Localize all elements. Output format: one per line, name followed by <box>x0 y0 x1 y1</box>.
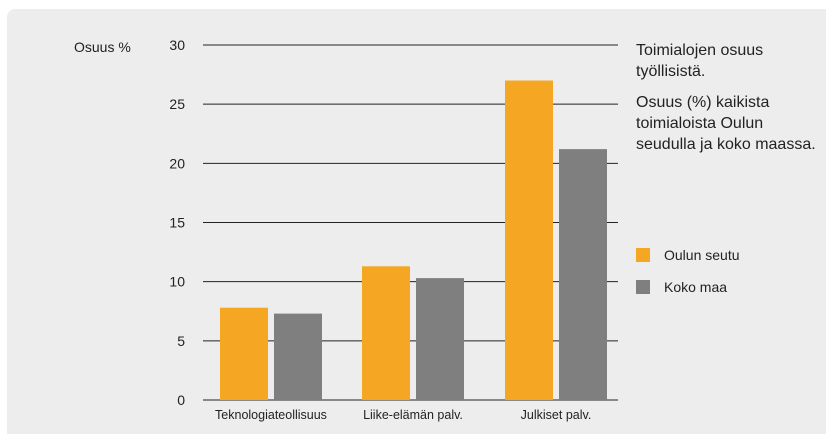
y-tick-label: 0 <box>177 392 185 408</box>
y-tick-label: 10 <box>169 274 185 290</box>
legend-label-oulun-seutu: Oulun seutu <box>664 247 740 263</box>
legend-label-koko-maa: Koko maa <box>664 279 728 295</box>
y-tick-label: 5 <box>177 333 185 349</box>
legend-item-oulun-seutu: Oulun seutu <box>636 246 740 264</box>
legend-swatch-oulun-seutu <box>636 248 650 262</box>
y-tick-label: 25 <box>169 96 185 112</box>
category-label: Liike-elämän palv. <box>363 408 463 422</box>
y-tick-label: 20 <box>169 155 185 171</box>
legend-item-koko-maa: Koko maa <box>636 278 740 296</box>
bar-koko-maa <box>559 149 607 400</box>
chart-subtitle: Osuus (%) kaikista toimialoista Oulun se… <box>636 94 816 153</box>
y-tick-label: 15 <box>169 215 185 231</box>
y-axis-label: Osuus % <box>74 39 131 55</box>
bar-oulun-seutu <box>505 80 553 400</box>
chart-title: Toimialojen osuus työllisistä. <box>636 42 764 80</box>
y-tick-label: 30 <box>169 37 185 53</box>
bar-koko-maa <box>416 278 464 400</box>
bars <box>220 80 607 400</box>
category-labels: Teknologiateollisuus Liike-elämän palv. Ju… <box>215 408 591 422</box>
chart-description: Toimialojen osuus työllisistä. Osuus (%)… <box>636 40 816 155</box>
bar-oulun-seutu <box>362 266 410 400</box>
y-tick-labels: 0 5 10 15 20 25 30 <box>169 37 185 408</box>
bar-koko-maa <box>274 313 322 400</box>
legend-swatch-koko-maa <box>636 280 650 294</box>
category-label: Teknologiateollisuus <box>215 408 327 422</box>
bar-oulun-seutu <box>220 307 268 400</box>
legend: Oulun seutu Koko maa <box>636 246 740 310</box>
category-label: Julkiset palv. <box>521 408 592 422</box>
